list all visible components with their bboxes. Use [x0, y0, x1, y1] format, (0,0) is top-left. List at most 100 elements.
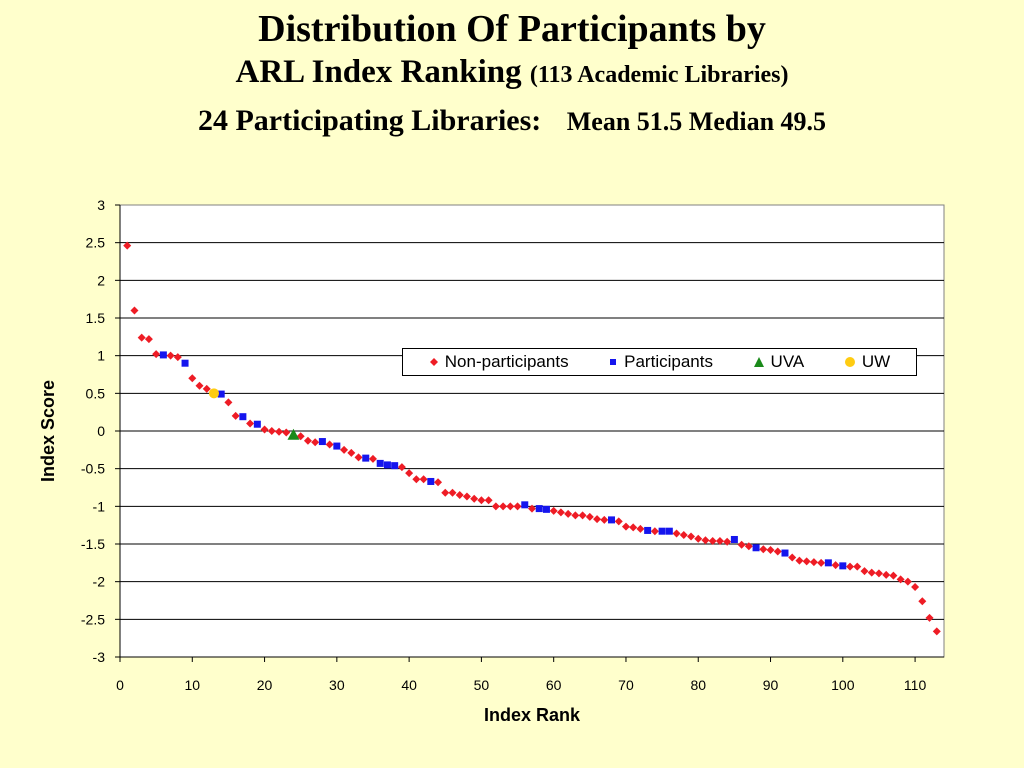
data-point-participants — [318, 438, 326, 446]
y-tick-label: 1 — [97, 348, 105, 364]
x-tick-label: 80 — [690, 677, 706, 693]
x-tick-label: 50 — [474, 677, 490, 693]
data-point-non-participants — [874, 569, 883, 578]
legend-label: Non-participants — [444, 352, 569, 371]
data-point-uw — [208, 388, 219, 399]
data-point-non-participants — [152, 350, 161, 359]
data-point-non-participants — [932, 627, 941, 636]
data-point-participants — [839, 562, 847, 570]
data-point-non-participants — [723, 537, 732, 546]
x-tick-label: 110 — [904, 677, 927, 693]
data-point-non-participants — [405, 469, 414, 478]
legend-label: Participants — [624, 352, 713, 371]
data-points — [123, 241, 941, 636]
data-point-non-participants — [766, 546, 775, 555]
x-axis-title: Index Rank — [484, 705, 581, 725]
data-point-non-participants — [195, 381, 204, 390]
data-point-non-participants — [896, 575, 905, 584]
data-point-non-participants — [600, 515, 609, 524]
data-point-non-participants — [419, 475, 428, 484]
data-point-participants — [239, 413, 247, 421]
data-point-participants — [665, 527, 673, 535]
data-point-non-participants — [513, 502, 522, 511]
data-point-non-participants — [744, 542, 753, 551]
data-point-non-participants — [802, 557, 811, 566]
data-point-uva — [287, 428, 300, 440]
legend-item-non-participants: Non-participants — [429, 352, 569, 372]
data-point-non-participants — [694, 534, 703, 543]
data-point-non-participants — [636, 524, 645, 533]
data-point-non-participants — [817, 558, 826, 567]
y-tick-label: -3 — [93, 649, 106, 665]
data-point-non-participants — [528, 504, 536, 513]
diamond-marker-icon — [429, 357, 439, 367]
data-point-non-participants — [267, 427, 276, 435]
data-point-non-participants — [470, 494, 479, 503]
data-point-participants — [824, 559, 832, 567]
legend-item-uva: UVA — [753, 352, 805, 372]
data-point-participants — [181, 359, 189, 367]
x-tick-label: 10 — [184, 677, 200, 693]
data-point-non-participants — [918, 597, 927, 606]
data-point-non-participants — [441, 488, 450, 497]
legend-item-uw: UW — [844, 352, 890, 372]
data-point-participants — [376, 459, 384, 467]
x-tick-label: 30 — [329, 677, 345, 693]
y-tick-label: -2 — [93, 574, 106, 590]
data-point-non-participants — [679, 530, 688, 539]
data-point-non-participants — [484, 496, 493, 505]
data-point-non-participants — [448, 488, 457, 497]
chart-legend: Non-participants Participants UVA UW — [402, 348, 917, 376]
data-point-non-participants — [144, 335, 153, 344]
x-tick-label: 70 — [618, 677, 634, 693]
data-point-non-participants — [354, 453, 363, 462]
data-point-non-participants — [275, 427, 284, 436]
data-point-non-participants — [246, 419, 255, 428]
data-point-non-participants — [368, 454, 377, 463]
data-point-non-participants — [715, 536, 724, 545]
triangle-marker-icon — [753, 356, 765, 368]
data-point-non-participants — [853, 562, 862, 571]
data-point-non-participants — [477, 496, 486, 505]
data-point-participants — [391, 462, 399, 470]
y-tick-label: -0.5 — [81, 461, 105, 477]
data-point-non-participants — [773, 547, 782, 556]
data-point-participants — [217, 390, 225, 398]
square-marker-icon — [608, 357, 618, 367]
data-point-non-participants — [397, 463, 406, 472]
data-point-non-participants — [564, 509, 573, 518]
data-point-non-participants — [687, 532, 696, 541]
chart-title-line2: ARL Index Ranking (113 Academic Librarie… — [0, 52, 1024, 95]
y-tick-label: -1 — [93, 498, 106, 514]
data-point-participants — [362, 454, 370, 462]
data-point-non-participants — [282, 428, 291, 437]
y-tick-label: 0.5 — [86, 385, 106, 401]
y-tick-label: 2.5 — [86, 235, 106, 251]
data-point-non-participants — [571, 511, 580, 520]
data-point-non-participants — [585, 512, 594, 521]
x-tick-label: 0 — [116, 677, 124, 693]
data-point-non-participants — [296, 432, 305, 441]
data-point-non-participants — [614, 517, 623, 526]
data-point-non-participants — [672, 529, 681, 538]
data-point-non-participants — [889, 571, 898, 580]
data-point-non-participants — [130, 306, 139, 315]
y-tick-label: -2.5 — [81, 611, 105, 627]
circle-marker-icon — [844, 356, 856, 368]
data-point-non-participants — [173, 353, 182, 362]
data-point-non-participants — [809, 558, 818, 567]
data-point-non-participants — [903, 577, 912, 586]
y-tick-label: 2 — [97, 272, 105, 288]
data-point-participants — [427, 477, 435, 485]
y-tick-label: 3 — [97, 197, 105, 213]
data-point-non-participants — [311, 438, 320, 447]
data-point-non-participants — [629, 523, 638, 532]
legend-label: UVA — [770, 352, 805, 371]
data-point-non-participants — [867, 568, 876, 577]
data-point-non-participants — [650, 527, 659, 536]
data-point-participants — [383, 461, 391, 469]
data-point-non-participants — [260, 425, 269, 434]
data-point-non-participants — [882, 570, 891, 579]
data-point-participants — [658, 527, 666, 535]
data-point-non-participants — [556, 508, 565, 517]
